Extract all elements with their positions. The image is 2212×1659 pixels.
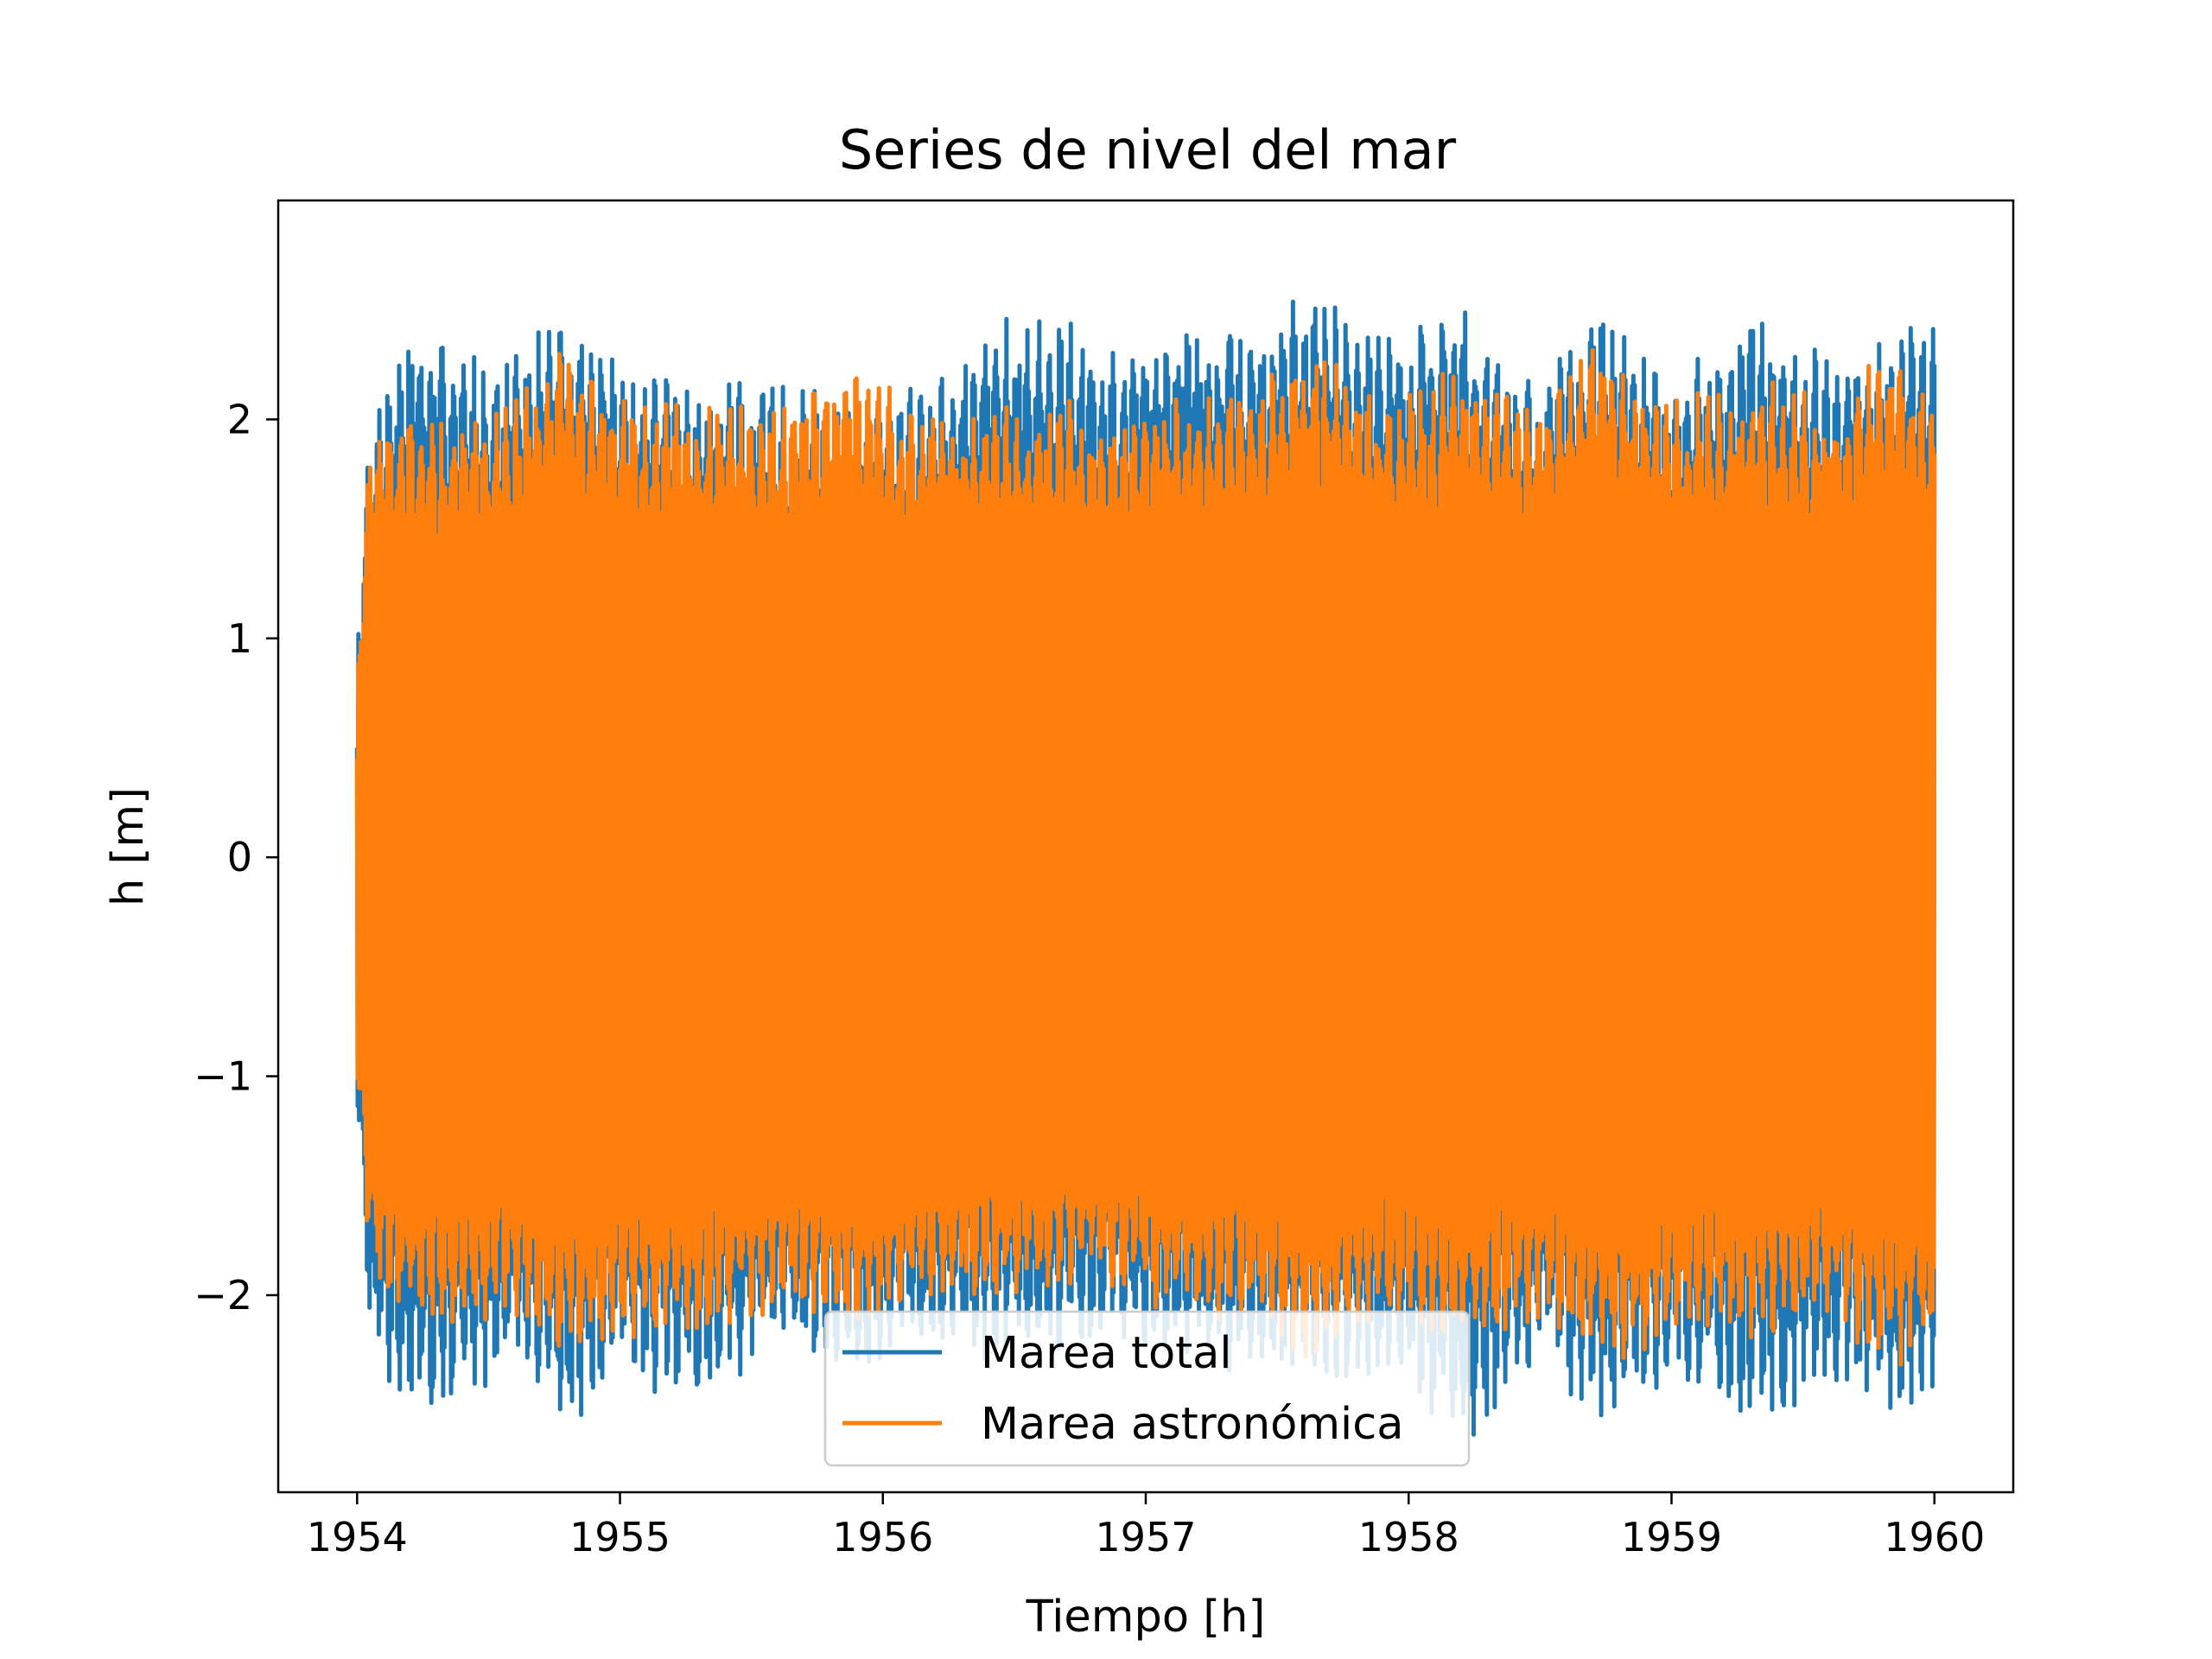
x-tick-label: 1957 bbox=[1095, 1514, 1196, 1560]
series-layer bbox=[354, 299, 1937, 1437]
x-tick-label: 1954 bbox=[307, 1514, 408, 1560]
x-axis-ticks: 1954 1955 1956 1957 1958 1959 1960 bbox=[307, 1492, 1985, 1560]
y-tick-label: 0 bbox=[227, 834, 252, 880]
x-tick-label: 1960 bbox=[1884, 1514, 1985, 1560]
y-tick-label: −1 bbox=[194, 1053, 252, 1100]
x-tick-label: 1956 bbox=[832, 1514, 933, 1560]
y-axis-ticks: −2 −1 0 1 2 bbox=[194, 396, 278, 1319]
x-axis-label: Tiempo [h] bbox=[1026, 1592, 1266, 1643]
x-tick-label: 1958 bbox=[1358, 1514, 1459, 1560]
y-axis-label: h [m] bbox=[103, 787, 154, 906]
y-tick-label: 2 bbox=[227, 396, 252, 442]
y-tick-label: −2 bbox=[194, 1272, 252, 1319]
chart-title: Series de nivel del mar bbox=[839, 118, 1457, 181]
legend-label-astro: Marea astronómica bbox=[981, 1399, 1403, 1450]
legend-label-total: Marea total bbox=[981, 1328, 1232, 1379]
x-tick-label: 1959 bbox=[1621, 1514, 1722, 1560]
legend: Marea total Marea astronómica bbox=[823, 1310, 1471, 1467]
x-tick-label: 1955 bbox=[569, 1514, 671, 1560]
legend-box bbox=[823, 1310, 1471, 1467]
series-line-1 bbox=[354, 348, 1937, 1367]
y-tick-label: 1 bbox=[227, 615, 252, 662]
